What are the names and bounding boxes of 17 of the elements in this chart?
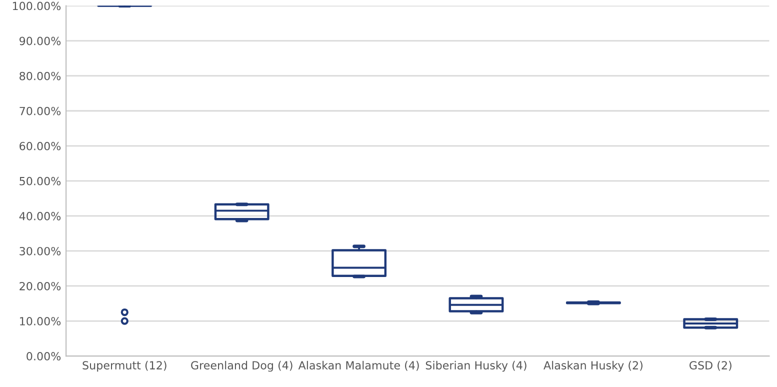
y-tick-label: 100.00% bbox=[12, 2, 61, 10]
x-tick-label: Alaskan Husky (2) bbox=[544, 360, 642, 372]
y-tick-label: 20.00% bbox=[20, 282, 61, 290]
x-tick-label: Alaskan Malamute (4) bbox=[298, 360, 419, 371]
y-tick-label: 70.00% bbox=[20, 106, 61, 116]
y-tick-label: 0.00% bbox=[26, 352, 61, 360]
y-tick-label: 10.00% bbox=[20, 316, 61, 326]
y-tick-label: 30.00% bbox=[20, 246, 61, 256]
y-tick-label: 50.00% bbox=[20, 176, 61, 186]
x-tick-label: Supermutt (12) bbox=[82, 360, 166, 372]
y-tick-label: 40.00% bbox=[19, 212, 61, 220]
y-tick-label: 60.00% bbox=[20, 142, 61, 150]
y-tick-label: 90.00% bbox=[20, 36, 61, 46]
y-tick-label: 80.00% bbox=[20, 72, 61, 80]
x-tick-label: Greenland Dog (4) bbox=[191, 360, 292, 372]
x-tick-label: Siberian Husky (4) bbox=[426, 360, 526, 372]
x-tick-label: GSD (2) bbox=[690, 360, 732, 371]
